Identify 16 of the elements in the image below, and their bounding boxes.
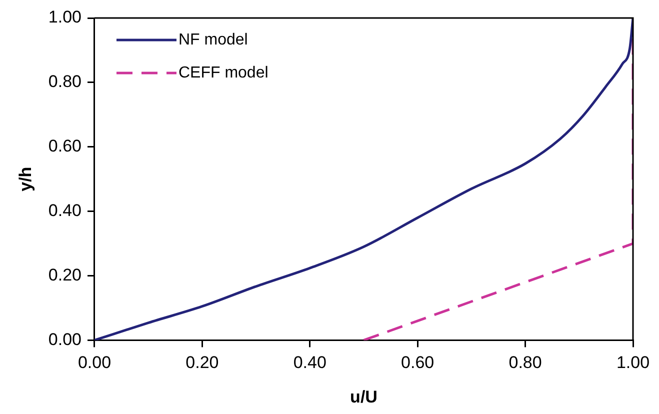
x-tick-label: 0.60	[401, 353, 434, 372]
x-tick-label: 0.80	[508, 353, 542, 372]
y-tick-label: 0.40	[48, 201, 82, 220]
x-tick-label: 1.00	[616, 353, 650, 372]
y-axis-title: y/h	[16, 166, 35, 192]
x-tick-label: 0.20	[186, 353, 219, 372]
y-tick-label: 0.80	[48, 72, 82, 92]
x-tick-label: 0.00	[78, 353, 112, 372]
legend-label: CEFF model	[178, 64, 268, 82]
y-tick-label: 0.60	[48, 136, 82, 156]
legend-label: NF model	[178, 31, 248, 48]
y-tick-label: 0.00	[48, 330, 82, 349]
y-tick-label: 0.20	[48, 265, 82, 284]
x-tick-label: 0.40	[293, 353, 326, 372]
x-axis-title: u/U	[350, 387, 378, 406]
y-tick-label: 1.00	[48, 8, 82, 27]
